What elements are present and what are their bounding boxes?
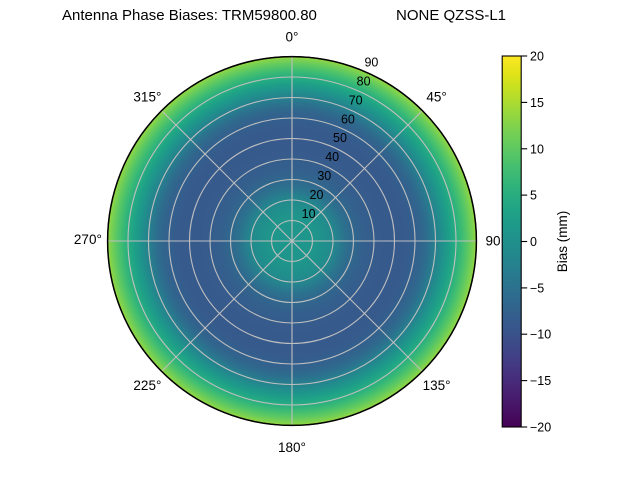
svg-text:40: 40 [325,150,339,164]
svg-text:180°: 180° [278,440,306,455]
svg-text:−5: −5 [530,281,544,295]
svg-text:5: 5 [530,189,537,203]
svg-text:225°: 225° [133,378,161,393]
svg-text:20: 20 [310,188,324,202]
svg-text:30: 30 [317,169,331,183]
svg-text:90: 90 [485,234,500,249]
svg-text:15: 15 [530,96,544,110]
svg-text:60: 60 [341,112,355,126]
svg-text:10: 10 [530,142,544,156]
svg-text:90: 90 [364,55,378,69]
svg-text:−10: −10 [530,328,551,342]
svg-text:0: 0 [530,235,537,249]
svg-text:135°: 135° [423,378,451,393]
svg-text:−20: −20 [530,421,551,435]
svg-text:0°: 0° [286,30,299,45]
svg-text:80: 80 [357,74,371,88]
svg-text:−15: −15 [530,374,551,388]
svg-text:10: 10 [302,207,316,221]
svg-text:270°: 270° [74,232,102,247]
svg-text:45°: 45° [426,89,446,104]
svg-text:70: 70 [349,93,363,107]
svg-text:Bias (mm): Bias (mm) [555,211,570,273]
svg-text:315°: 315° [133,89,161,104]
svg-text:50: 50 [333,131,347,145]
svg-text:20: 20 [530,50,544,64]
